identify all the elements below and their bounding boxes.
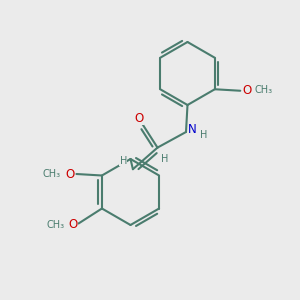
Text: CH₃: CH₃ [47, 220, 65, 230]
Text: O: O [242, 84, 251, 97]
Text: O: O [134, 112, 143, 125]
Text: O: O [65, 167, 74, 181]
Text: H: H [161, 154, 169, 164]
Text: CH₃: CH₃ [43, 169, 61, 179]
Text: CH₃: CH₃ [255, 85, 273, 95]
Text: H: H [200, 130, 208, 140]
Text: O: O [68, 218, 78, 232]
Text: N: N [188, 123, 197, 136]
Text: H: H [120, 156, 127, 166]
